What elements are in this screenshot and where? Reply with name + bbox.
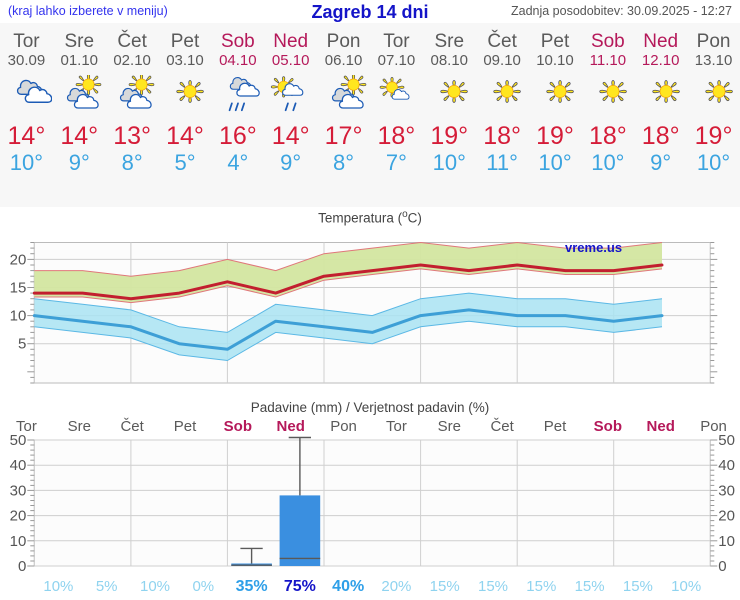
svg-text:10: 10 — [10, 308, 27, 325]
svg-text:5: 5 — [18, 336, 26, 353]
svg-text:20: 20 — [10, 508, 27, 525]
svg-text:40: 40 — [718, 457, 735, 474]
svg-text:35%: 35% — [236, 578, 268, 595]
svg-text:10: 10 — [10, 533, 27, 550]
svg-text:20%: 20% — [381, 578, 411, 595]
svg-text:15%: 15% — [623, 578, 653, 595]
svg-text:15: 15 — [10, 280, 27, 297]
svg-text:0: 0 — [18, 558, 26, 575]
svg-text:0: 0 — [718, 558, 726, 575]
svg-text:30: 30 — [10, 482, 27, 499]
svg-text:15%: 15% — [575, 578, 605, 595]
svg-text:20: 20 — [718, 508, 735, 525]
svg-text:20: 20 — [10, 251, 27, 268]
svg-text:15%: 15% — [430, 578, 460, 595]
svg-text:10%: 10% — [140, 578, 170, 595]
svg-text:0%: 0% — [192, 578, 214, 595]
svg-text:40%: 40% — [332, 578, 364, 595]
svg-text:5%: 5% — [96, 578, 118, 595]
svg-text:75%: 75% — [284, 578, 316, 595]
svg-text:10%: 10% — [43, 578, 73, 595]
svg-text:15%: 15% — [478, 578, 508, 595]
svg-text:15%: 15% — [526, 578, 556, 595]
svg-text:10%: 10% — [671, 578, 701, 595]
svg-text:40: 40 — [10, 457, 27, 474]
svg-text:30: 30 — [718, 482, 735, 499]
svg-text:10: 10 — [718, 533, 735, 550]
